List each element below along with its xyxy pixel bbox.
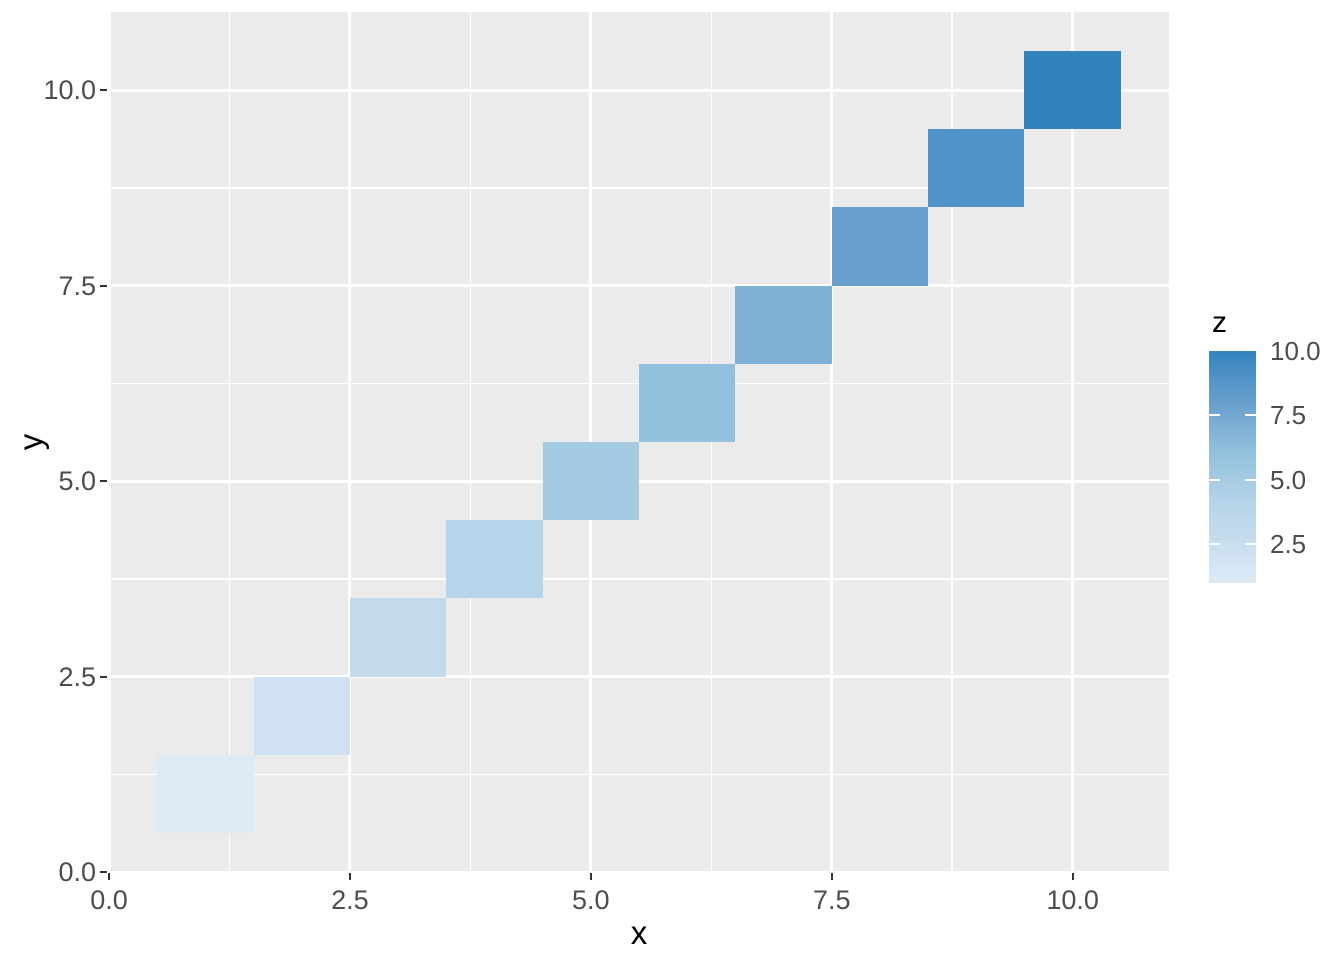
legend-tick-mark-left xyxy=(1209,543,1220,546)
legend-tick-label: 10.0 xyxy=(1270,336,1321,366)
grid-minor-vertical xyxy=(951,12,953,872)
y-tick-label: 10.0 xyxy=(43,75,96,106)
x-tick-label: 2.5 xyxy=(331,885,369,915)
grid-minor-vertical xyxy=(469,12,472,872)
grid-minor-horizontal xyxy=(109,187,1169,189)
grid-major-vertical xyxy=(1071,12,1075,872)
heatmap-tile xyxy=(639,363,736,442)
y-tick-label: 5.0 xyxy=(58,466,96,497)
y-tick-mark xyxy=(100,871,107,873)
legend-title: z xyxy=(1212,306,1227,339)
y-tick-label: 2.5 xyxy=(58,661,96,692)
legend-gradient-bar xyxy=(1209,351,1256,583)
heatmap-tile xyxy=(349,598,447,677)
x-tick-mark xyxy=(348,873,351,880)
heatmap-tile xyxy=(1024,51,1121,130)
grid-major-horizontal xyxy=(109,870,1169,872)
x-axis-title: x xyxy=(630,914,648,951)
grid-major-horizontal xyxy=(109,284,1169,288)
legend-tick-mark-right xyxy=(1245,478,1256,481)
grid-major-horizontal xyxy=(109,675,1169,679)
legend-tick-label: 5.0 xyxy=(1270,464,1307,495)
heatmap-tile xyxy=(253,676,350,755)
heatmap-tile xyxy=(157,754,254,833)
grid-minor-horizontal xyxy=(109,773,1169,776)
x-tick-mark xyxy=(108,873,110,880)
legend-tick-mark-right xyxy=(1245,414,1256,417)
y-tick-mark xyxy=(100,480,107,483)
heatmap-tile xyxy=(542,442,639,521)
legend-tick-mark-left xyxy=(1209,478,1220,481)
legend-tick-mark-left xyxy=(1209,414,1220,417)
x-tick-label: 10.0 xyxy=(1046,885,1099,915)
grid-major-vertical xyxy=(109,12,111,872)
y-tick-label: 0.0 xyxy=(58,857,96,887)
x-tick-mark xyxy=(1071,873,1074,880)
y-tick-mark xyxy=(100,89,107,92)
heatmap-tile xyxy=(735,285,832,364)
x-tick-label: 7.5 xyxy=(812,885,851,915)
x-tick-label: 5.0 xyxy=(572,885,610,915)
grid-minor-horizontal xyxy=(109,578,1169,580)
grid-major-vertical xyxy=(830,12,834,872)
y-tick-label: 7.5 xyxy=(58,270,96,301)
legend-tick-mark-right xyxy=(1245,543,1256,546)
grid-minor-vertical xyxy=(710,12,713,872)
grid-major-horizontal xyxy=(109,479,1169,483)
plot-panel xyxy=(109,12,1169,872)
x-tick-label: 0.0 xyxy=(90,885,128,915)
y-tick-mark xyxy=(100,284,107,287)
legend-tick-label: 2.5 xyxy=(1270,529,1307,560)
grid-minor-vertical xyxy=(228,12,231,872)
heatmap-tile xyxy=(831,207,929,286)
heatmap-tile xyxy=(928,129,1025,208)
y-tick-mark xyxy=(100,675,107,678)
x-tick-mark xyxy=(589,873,592,880)
heatmap-tile xyxy=(446,520,543,599)
legend-tick-label: 7.5 xyxy=(1270,400,1307,431)
x-tick-mark xyxy=(830,873,833,880)
grid-major-vertical xyxy=(348,12,352,872)
grid-major-horizontal xyxy=(109,88,1169,92)
